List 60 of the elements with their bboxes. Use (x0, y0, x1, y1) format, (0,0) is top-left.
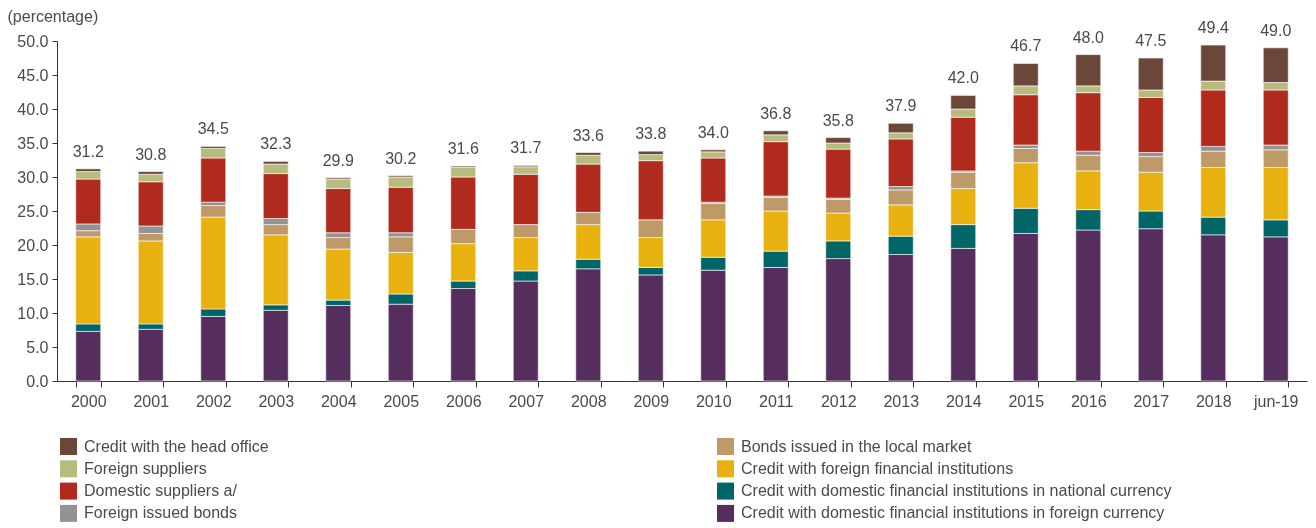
x-tick-label: 2018 (1195, 392, 1232, 410)
total-label: 36.8 (760, 104, 792, 122)
y-tick-label: 15.0 (17, 270, 49, 288)
y-tick-label: 45.0 (17, 66, 49, 84)
total-label: 42.0 (947, 69, 979, 87)
y-axis-title: (percentage) (7, 7, 99, 25)
y-tick-label: 0.0 (26, 372, 49, 390)
legend-label: Foreign suppliers (84, 459, 207, 477)
x-tick-label: 2009 (633, 392, 670, 410)
x-tick-label: 2001 (133, 392, 170, 410)
x-tick-label: 2017 (1133, 392, 1170, 410)
total-label: 31.6 (447, 140, 479, 158)
legend-label: Credit with domestic financial institutions in national currency (741, 482, 1172, 500)
total-label: 31.7 (510, 139, 542, 157)
x-tick-label: 2016 (1070, 392, 1107, 410)
x-tick-label: 2013 (883, 392, 920, 410)
total-label: 32.3 (260, 135, 292, 153)
x-tick-label: 2014 (945, 392, 982, 410)
total-label: 48.0 (1072, 28, 1104, 46)
total-label: 46.7 (1010, 37, 1042, 55)
total-label: 33.6 (572, 126, 604, 144)
total-label: 37.9 (885, 97, 917, 115)
y-tick-label: 20.0 (17, 236, 49, 254)
legend-label: Credit with foreign financial institutions (741, 459, 1014, 477)
y-tick-label: 35.0 (17, 134, 49, 152)
total-label: 30.2 (385, 149, 417, 167)
x-tick-label: 2011 (759, 392, 794, 410)
y-tick-label: 40.0 (17, 100, 49, 118)
legend-label: Credit with domestic financial institutions in foreign currency (741, 504, 1165, 522)
x-tick-label: 2002 (195, 392, 232, 410)
x-tick-label: 2000 (70, 392, 107, 410)
total-label: 29.9 (322, 151, 354, 169)
legend-label: Credit with the head office (84, 437, 269, 455)
total-label: 33.8 (635, 125, 667, 143)
x-tick-label: 2012 (820, 392, 857, 410)
y-tick-label: 30.0 (17, 168, 49, 186)
y-tick-label: 5.0 (26, 338, 49, 356)
x-tick-label: 2015 (1008, 392, 1045, 410)
total-label: 31.2 (72, 142, 104, 160)
total-label: 34.0 (697, 123, 729, 141)
x-tick-label: 2003 (258, 392, 295, 410)
x-tick-label: 2006 (445, 392, 482, 410)
total-label: 49.0 (1260, 21, 1292, 39)
y-tick-label: 50.0 (17, 32, 49, 50)
x-tick-label: jun-19 (1253, 392, 1299, 410)
x-tick-label: 2004 (320, 392, 357, 410)
total-label: 34.5 (197, 120, 229, 138)
total-label: 35.8 (822, 111, 854, 129)
y-tick-label: 10.0 (17, 304, 49, 322)
x-tick-label: 2008 (570, 392, 607, 410)
total-label: 30.8 (135, 145, 167, 163)
total-label: 49.4 (1197, 19, 1229, 37)
total-label: 47.5 (1135, 32, 1167, 49)
legend-label: Domestic suppliers a/ (84, 482, 238, 500)
x-tick-label: 2007 (508, 392, 545, 410)
legend-label: Bonds issued in the local market (741, 437, 972, 455)
y-tick-label: 25.0 (17, 202, 49, 220)
x-tick-label: 2005 (383, 392, 420, 410)
legend-label: Foreign issued bonds (84, 504, 237, 522)
x-tick-label: 2010 (695, 392, 732, 410)
